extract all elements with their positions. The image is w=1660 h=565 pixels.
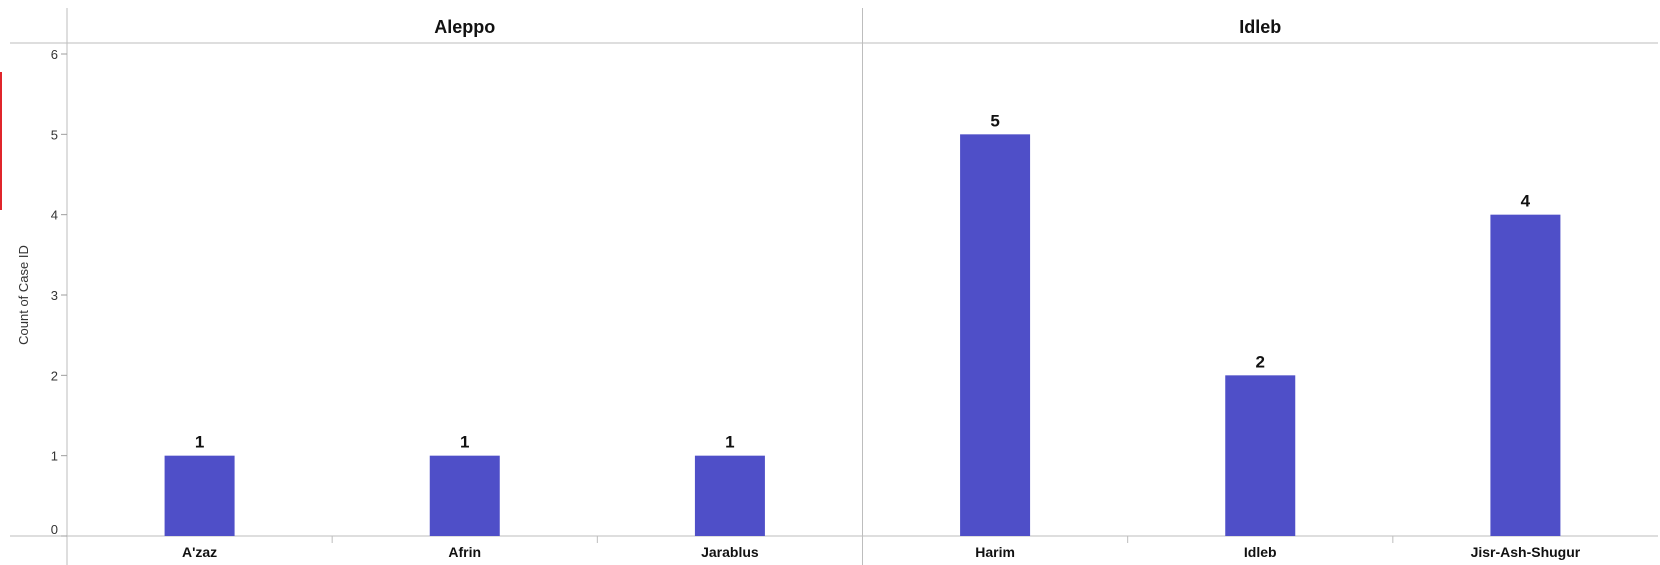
category-label: Idleb bbox=[1244, 544, 1277, 560]
category-label: A'zaz bbox=[182, 544, 217, 560]
bar-jarablus bbox=[694, 455, 765, 536]
bar-jisr-ash-shugur bbox=[1490, 214, 1561, 536]
panels: Aleppo1A'zaz1Afrin1JarablusIdleb5Harim2I… bbox=[164, 8, 1581, 565]
y-tick-label: 5 bbox=[51, 127, 58, 142]
y-tick-label: 4 bbox=[51, 208, 58, 223]
y-axis: 0 1 2 3 4 5 6 Count of Case ID bbox=[16, 47, 67, 537]
category-label: Jarablus bbox=[701, 544, 759, 560]
red-edge-marker bbox=[0, 72, 2, 210]
panel-title: Idleb bbox=[1239, 17, 1281, 37]
data-label: 2 bbox=[1256, 352, 1265, 371]
data-label: 1 bbox=[195, 433, 204, 452]
panel-idleb: Idleb 5 Harim 2 Idleb 4 Jisr-Ash-Shugur bbox=[960, 17, 1581, 560]
y-tick-label: 1 bbox=[51, 449, 58, 464]
bar-idleb bbox=[1225, 375, 1296, 536]
bar-afrin bbox=[429, 455, 500, 536]
y-tick-label: 6 bbox=[51, 47, 58, 62]
data-label: 5 bbox=[990, 111, 999, 130]
data-label: 1 bbox=[725, 433, 734, 452]
category-label: Harim bbox=[975, 544, 1015, 560]
category-label: Afrin bbox=[448, 544, 481, 560]
y-tick-label: 0 bbox=[51, 522, 58, 537]
data-label: 1 bbox=[460, 433, 469, 452]
panel-title: Aleppo bbox=[434, 17, 495, 37]
y-axis-title: Count of Case ID bbox=[16, 245, 31, 345]
panel-aleppo: Aleppo 1 A'zaz 1 Afrin 1 Jarablus bbox=[164, 8, 863, 565]
y-tick-label: 2 bbox=[51, 368, 58, 383]
category-label: Jisr-Ash-Shugur bbox=[1471, 544, 1581, 560]
y-tick-label: 3 bbox=[51, 288, 58, 303]
chart-frame bbox=[10, 8, 1658, 565]
bar-a-zaz bbox=[164, 455, 235, 536]
data-label: 4 bbox=[1521, 192, 1531, 211]
bar-harim bbox=[960, 134, 1031, 537]
